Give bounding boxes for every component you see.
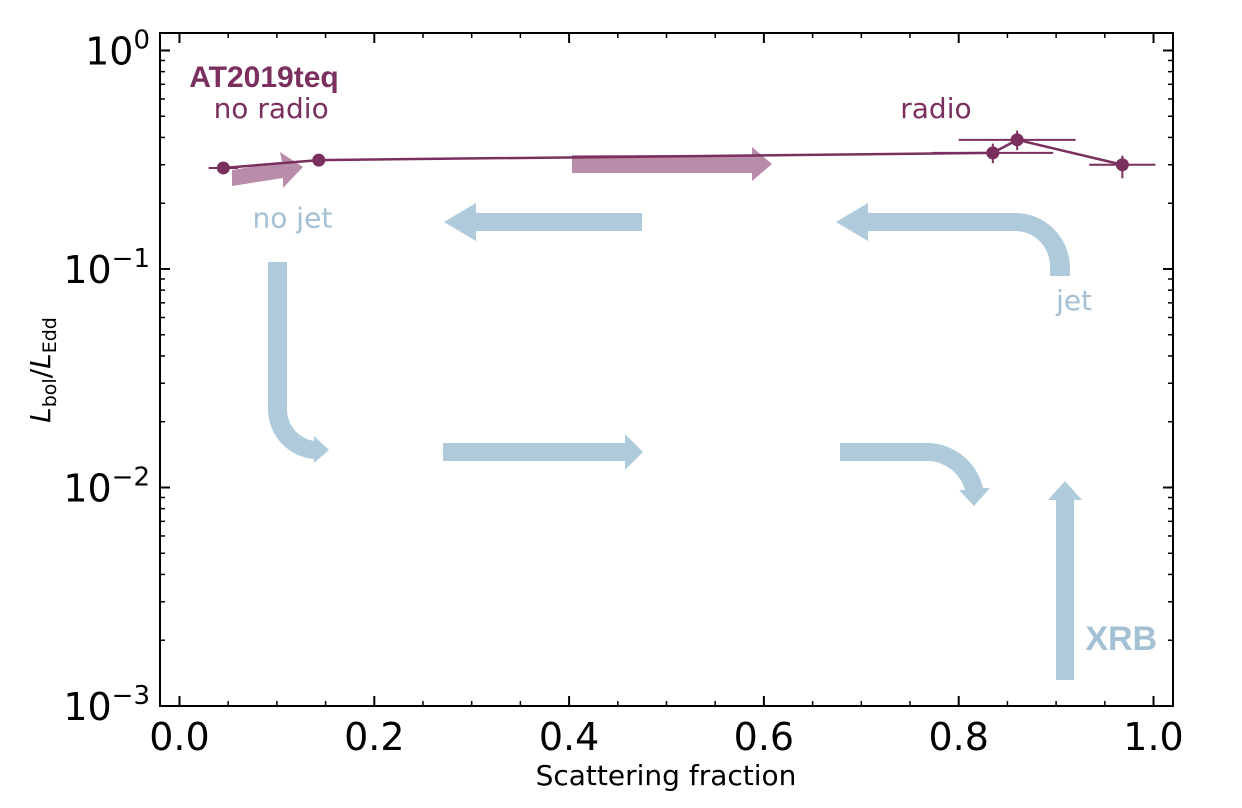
data-point	[986, 146, 1000, 160]
x-tick-label: 0.0	[149, 715, 209, 759]
xrb-arrow-up	[1048, 481, 1082, 680]
y-tick-label: 10−2	[63, 462, 150, 510]
x-tick-labels: 0.0 0.2 0.4 0.6 0.8 1.0	[149, 715, 1183, 759]
xrb-path-arrows	[268, 203, 1082, 680]
xrb-arrow-top-right-curve	[836, 203, 1070, 276]
y-tick-labels: 100 10−1 10−2 10−3	[63, 25, 150, 729]
annotation-radio: radio	[900, 92, 971, 125]
y-label-sub1: bol	[39, 378, 61, 407]
annotation-no-radio: no radio	[214, 92, 329, 125]
x-tick-label: 0.2	[344, 715, 404, 759]
data-point	[216, 161, 230, 175]
y-label-l1: L	[24, 407, 57, 423]
x-axis-label: Scattering fraction	[536, 759, 797, 792]
axis-ticks	[160, 33, 1173, 707]
data-point	[1115, 158, 1129, 172]
annotation-xrb: XRB	[1085, 620, 1157, 658]
y-tick-label: 10−3	[63, 681, 150, 729]
y-label-sub2: Edd	[39, 317, 61, 353]
data-point	[1010, 133, 1024, 147]
x-tick-label: 1.0	[1123, 715, 1183, 759]
y-tick-label: 100	[85, 25, 150, 73]
y-label-l2: L	[24, 353, 57, 369]
agn-arrow-middle	[572, 147, 772, 181]
agn-path-arrows	[232, 147, 772, 188]
data-series	[208, 130, 1156, 179]
agn-arrow-left	[232, 152, 303, 188]
y-axis-label: Lbol/LEdd	[24, 317, 61, 423]
data-point	[312, 153, 326, 167]
annotation-jet: jet	[1055, 284, 1092, 317]
annotation-no-jet: no jet	[253, 201, 333, 234]
xrb-arrow-middle	[443, 434, 643, 470]
y-tick-label: 10−1	[63, 244, 150, 292]
plot-frame	[159, 32, 1174, 707]
x-tick-label: 0.6	[734, 715, 794, 759]
y-label-sep: /	[24, 368, 57, 378]
x-tick-label: 0.4	[539, 715, 599, 759]
xrb-arrow-top-left	[444, 203, 642, 241]
annotation-at2019teq: AT2019teq	[189, 61, 339, 94]
xrb-arrow-right-curve	[840, 443, 990, 506]
x-tick-label: 0.8	[928, 715, 988, 759]
xrb-arrow-left-curve	[268, 262, 329, 463]
